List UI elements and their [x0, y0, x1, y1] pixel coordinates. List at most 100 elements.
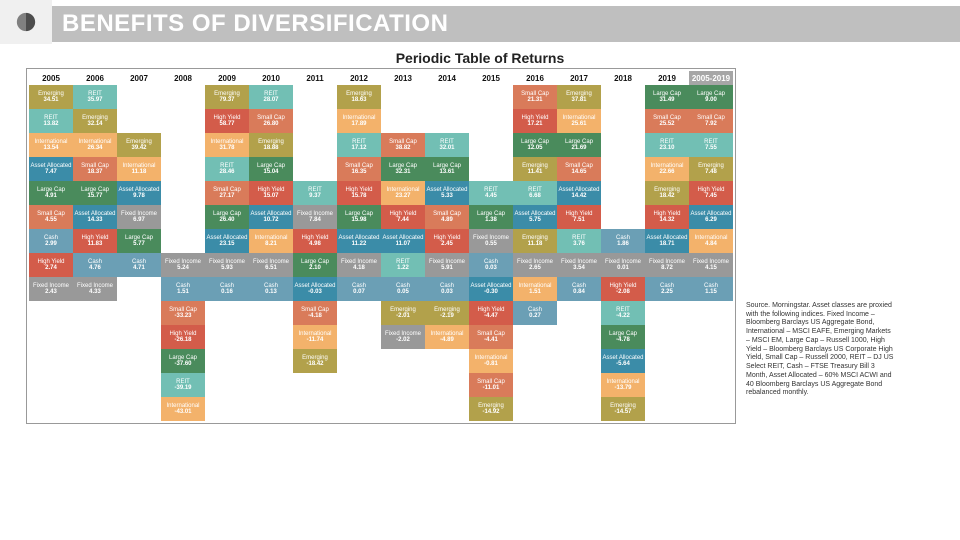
- return-cell: [513, 397, 557, 421]
- year-header: 2016: [513, 71, 557, 85]
- return-cell: Large Cap4.91: [29, 181, 73, 205]
- return-cell: Emerging-2.01: [381, 301, 425, 325]
- return-cell: [293, 85, 337, 109]
- return-cell: International-4.89: [425, 325, 469, 349]
- return-cell: [293, 373, 337, 397]
- logo-box: [0, 0, 52, 44]
- return-cell: Emerging18.42: [645, 181, 689, 205]
- return-cell: International23.27: [381, 181, 425, 205]
- return-cell: Asset Allocated5.75: [513, 205, 557, 229]
- return-cell: Emerging11.18: [513, 229, 557, 253]
- return-cell: Large Cap1.38: [469, 205, 513, 229]
- return-cell: [645, 325, 689, 349]
- return-cell: International17.89: [337, 109, 381, 133]
- return-cell: Large Cap-4.78: [601, 325, 645, 349]
- return-cell: [73, 325, 117, 349]
- year-header: 2009: [205, 71, 249, 85]
- return-cell: Small Cap18.37: [73, 157, 117, 181]
- return-cell: Fixed Income3.54: [557, 253, 601, 277]
- return-cell: Large Cap32.31: [381, 157, 425, 181]
- return-cell: [117, 373, 161, 397]
- return-cell: Emerging-14.92: [469, 397, 513, 421]
- year-header: 2007: [117, 71, 161, 85]
- return-cell: High Yield15.78: [337, 181, 381, 205]
- return-cell: Large Cap-37.60: [161, 349, 205, 373]
- return-cell: Cash0.03: [469, 253, 513, 277]
- chart-title: Periodic Table of Returns: [0, 50, 960, 66]
- return-cell: REIT23.10: [645, 133, 689, 157]
- return-cell: [249, 325, 293, 349]
- return-cell: Asset Allocated-5.64: [601, 349, 645, 373]
- return-cell: [293, 133, 337, 157]
- return-cell: High Yield14.32: [645, 205, 689, 229]
- return-cell: Emerging34.51: [29, 85, 73, 109]
- return-cell: Cash0.07: [337, 277, 381, 301]
- return-cell: Asset Allocated14.42: [557, 181, 601, 205]
- year-header: 2005: [29, 71, 73, 85]
- return-cell: REIT28.07: [249, 85, 293, 109]
- year-header: 2005-2019: [689, 71, 733, 85]
- return-cell: Large Cap13.61: [425, 157, 469, 181]
- return-cell: High Yield7.45: [689, 181, 733, 205]
- year-header: 2014: [425, 71, 469, 85]
- year-header: 2011: [293, 71, 337, 85]
- return-cell: [381, 109, 425, 133]
- year-header: 2019: [645, 71, 689, 85]
- return-cell: Cash0.05: [381, 277, 425, 301]
- return-cell: REIT-39.19: [161, 373, 205, 397]
- return-cell: [557, 301, 601, 325]
- return-cell: High Yield-26.18: [161, 325, 205, 349]
- return-cell: Fixed Income5.91: [425, 253, 469, 277]
- return-cell: [381, 85, 425, 109]
- return-cell: [645, 397, 689, 421]
- return-cell: Emerging37.81: [557, 85, 601, 109]
- source-note: Source. Morningstar. Asset classes are p…: [736, 302, 902, 398]
- return-cell: Fixed Income0.01: [601, 253, 645, 277]
- return-cell: [645, 349, 689, 373]
- return-cell: [601, 181, 645, 205]
- return-cell: Asset Allocated-0.03: [293, 277, 337, 301]
- return-cell: [601, 109, 645, 133]
- return-cell: International13.54: [29, 133, 73, 157]
- return-cell: [513, 325, 557, 349]
- return-cell: [161, 133, 205, 157]
- return-cell: [205, 373, 249, 397]
- return-cell: Large Cap15.98: [337, 205, 381, 229]
- return-cell: Asset Allocated23.15: [205, 229, 249, 253]
- return-cell: [689, 325, 733, 349]
- return-cell: [205, 325, 249, 349]
- return-cell: International-43.01: [161, 397, 205, 421]
- return-cell: International25.61: [557, 109, 601, 133]
- return-cell: Fixed Income7.84: [293, 205, 337, 229]
- year-header: 2017: [557, 71, 601, 85]
- return-cell: [249, 301, 293, 325]
- return-cell: Emerging32.14: [73, 109, 117, 133]
- return-cell: [117, 109, 161, 133]
- return-cell: Emerging-18.42: [293, 349, 337, 373]
- return-cell: [557, 325, 601, 349]
- return-cell: Large Cap31.49: [645, 85, 689, 109]
- return-cell: [117, 277, 161, 301]
- return-cell: REIT35.97: [73, 85, 117, 109]
- return-cell: [249, 373, 293, 397]
- return-cell: Emerging-2.19: [425, 301, 469, 325]
- return-cell: [117, 325, 161, 349]
- globe-icon: [15, 11, 37, 33]
- return-cell: [689, 373, 733, 397]
- return-cell: High Yield58.77: [205, 109, 249, 133]
- return-cell: [645, 301, 689, 325]
- return-cell: [381, 349, 425, 373]
- title-bar: BENEFITS OF DIVERSIFICATION: [52, 6, 960, 42]
- return-cell: [425, 373, 469, 397]
- return-cell: [29, 301, 73, 325]
- return-cell: High Yield17.21: [513, 109, 557, 133]
- return-cell: [161, 157, 205, 181]
- return-cell: Emerging79.37: [205, 85, 249, 109]
- return-cell: Small Cap-11.01: [469, 373, 513, 397]
- return-cell: [557, 373, 601, 397]
- return-cell: Small Cap16.35: [337, 157, 381, 181]
- return-cell: Large Cap12.05: [513, 133, 557, 157]
- return-cell: REIT4.45: [469, 181, 513, 205]
- return-cell: Small Cap4.55: [29, 205, 73, 229]
- return-cell: Fixed Income6.51: [249, 253, 293, 277]
